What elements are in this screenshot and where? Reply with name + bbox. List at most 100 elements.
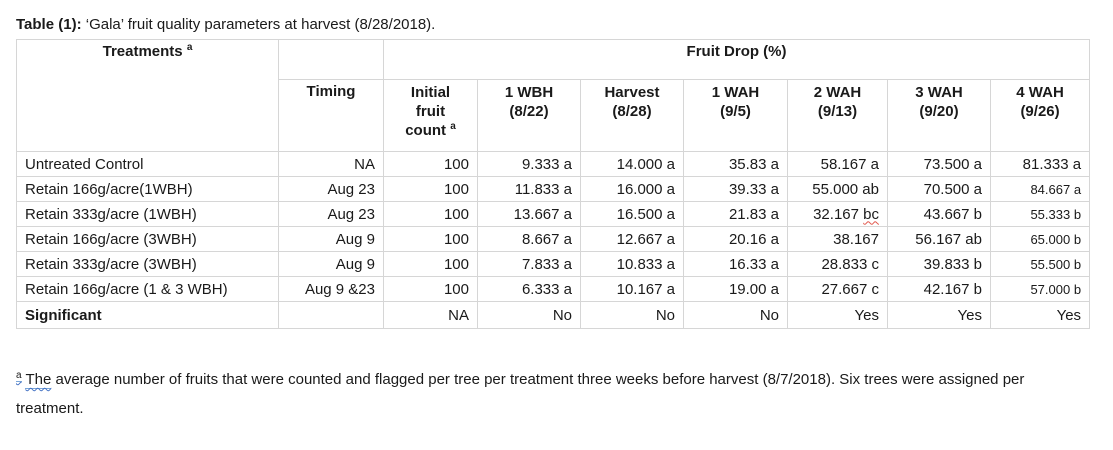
header-harvest-label: Harvest bbox=[604, 84, 660, 101]
wah1-significance: No bbox=[683, 301, 788, 329]
header-treatments: Treatments a bbox=[16, 39, 279, 152]
harvest-value: 10.167 a bbox=[580, 276, 684, 302]
header-2wah-date: (9/13) bbox=[817, 103, 858, 120]
timing-value: NA bbox=[278, 151, 384, 177]
footnote-marker: a bbox=[16, 370, 22, 382]
wah1-value: 19.00 a bbox=[683, 276, 788, 302]
treatment-name: Retain 166g/acre (3WBH) bbox=[16, 226, 279, 252]
header-1wbh-label: 1 WBH bbox=[504, 84, 554, 101]
wah3-value: 73.500 a bbox=[887, 151, 991, 177]
harvest-value: 16.500 a bbox=[580, 201, 684, 227]
wah2-value: 28.833 c bbox=[787, 251, 888, 277]
header-initial-line3: count a bbox=[392, 121, 469, 140]
footnote-text: average number of fruits that were count… bbox=[16, 371, 1025, 417]
initial-count-value: NA bbox=[383, 301, 478, 329]
treatment-name: Retain 333g/acre (1WBH) bbox=[16, 201, 279, 227]
harvest-value: 14.000 a bbox=[580, 151, 684, 177]
wbh1-value: 13.667 a bbox=[477, 201, 581, 227]
header-3wah-label: 3 WAH bbox=[915, 84, 963, 101]
wah4-value: 55.333 b bbox=[989, 201, 1091, 227]
header-2wah: 2 WAH (9/13) bbox=[787, 79, 888, 152]
wah1-value: 20.16 a bbox=[683, 226, 788, 252]
harvest-value: 16.000 a bbox=[580, 176, 684, 202]
wah4-value: 57.000 b bbox=[989, 276, 1091, 302]
treatment-name: Retain 166g/acre (1 & 3 WBH) bbox=[16, 276, 279, 302]
header-initial-line1: Initial bbox=[410, 84, 451, 101]
header-1wbh: 1 WBH (8/22) bbox=[477, 79, 581, 152]
treatment-name: Retain 166g/acre(1WBH) bbox=[16, 176, 279, 202]
wah3-significance: Yes bbox=[887, 301, 991, 329]
table-row: Retain 333g/acre (1WBH) Aug 23 100 13.66… bbox=[16, 201, 1091, 227]
timing-value: Aug 9 bbox=[278, 251, 384, 277]
wbh1-value: 8.667 a bbox=[477, 226, 581, 252]
initial-count-footnote-marker: a bbox=[450, 121, 456, 132]
wah3-value: 70.500 a bbox=[887, 176, 991, 202]
initial-count-value: 100 bbox=[383, 151, 478, 177]
wah1-value: 16.33 a bbox=[683, 251, 788, 277]
significant-row: Significant NA No No No Yes Yes Yes bbox=[16, 301, 1091, 329]
wbh1-value: 11.833 a bbox=[477, 176, 581, 202]
header-1wah: 1 WAH (9/5) bbox=[683, 79, 788, 152]
harvest-value: 12.667 a bbox=[580, 226, 684, 252]
harvest-significance: No bbox=[580, 301, 684, 329]
timing-value: Aug 9 bbox=[278, 226, 384, 252]
treatment-name: Untreated Control bbox=[16, 151, 279, 177]
header-timing: Timing bbox=[278, 79, 384, 152]
header-1wah-label: 1 WAH bbox=[711, 84, 760, 101]
wah4-value: 81.333 a bbox=[989, 151, 1091, 177]
initial-count-value: 100 bbox=[383, 176, 478, 202]
wbh1-significance: No bbox=[477, 301, 581, 329]
wah2-value: 27.667 c bbox=[787, 276, 888, 302]
wah1-value: 21.83 a bbox=[683, 201, 788, 227]
harvest-value: 10.833 a bbox=[580, 251, 684, 277]
treatment-name: Retain 333g/acre (3WBH) bbox=[16, 251, 279, 277]
table-row: Retain 166g/acre(1WBH) Aug 23 100 11.833… bbox=[16, 176, 1091, 202]
timing-value: Aug 9 &23 bbox=[278, 276, 384, 302]
wah4-value: 84.667 a bbox=[989, 176, 1091, 202]
header-fruit-drop: Fruit Drop (%) bbox=[382, 39, 1091, 80]
header-empty-cell bbox=[278, 39, 384, 80]
header-2wah-label: 2 WAH bbox=[813, 84, 862, 101]
initial-count-value: 100 bbox=[383, 226, 478, 252]
significant-label: Significant bbox=[16, 301, 279, 329]
header-4wah-label: 4 WAH bbox=[1016, 84, 1064, 101]
table-caption-text: ‘Gala’ fruit quality parameters at harve… bbox=[81, 16, 436, 33]
header-initial-line3-text: count bbox=[405, 122, 451, 139]
table-caption: Table (1): ‘Gala’ fruit quality paramete… bbox=[16, 16, 1097, 33]
initial-count-value: 100 bbox=[383, 276, 478, 302]
document-page: Table (1): ‘Gala’ fruit quality paramete… bbox=[16, 16, 1097, 423]
header-4wah-date: (9/26) bbox=[1020, 103, 1060, 120]
wah1-value: 35.83 a bbox=[683, 151, 788, 177]
wah2-spellcheck-word: bc bbox=[863, 205, 879, 223]
treatments-footnote-marker: a bbox=[186, 42, 193, 53]
timing-value: Aug 23 bbox=[278, 176, 384, 202]
wah2-value: 38.167 bbox=[787, 226, 888, 252]
wah1-value: 39.33 a bbox=[683, 176, 788, 202]
header-1wah-date: (9/5) bbox=[720, 103, 751, 120]
wah2-number: 32.167 bbox=[813, 205, 859, 223]
header-harvest: Harvest (8/28) bbox=[580, 79, 684, 152]
header-harvest-date: (8/28) bbox=[612, 103, 652, 120]
wbh1-value: 6.333 a bbox=[477, 276, 581, 302]
wah3-value: 43.667 b bbox=[887, 201, 991, 227]
header-initial-count: Initial fruit count a bbox=[383, 79, 478, 152]
timing-value: Aug 23 bbox=[278, 201, 384, 227]
initial-count-value: 100 bbox=[383, 201, 478, 227]
fruit-drop-table: Treatments a Fruit Drop (%) Timing Initi… bbox=[16, 39, 1091, 329]
table-row: Retain 166g/acre (3WBH) Aug 9 100 8.667 … bbox=[16, 226, 1091, 252]
table-row: Retain 166g/acre (1 & 3 WBH) Aug 9 &23 1… bbox=[16, 276, 1091, 302]
header-1wbh-date: (8/22) bbox=[509, 103, 549, 120]
header-treatments-label: Treatments bbox=[102, 43, 183, 60]
wah2-value: 55.000 ab bbox=[787, 176, 888, 202]
table-row: Retain 333g/acre (3WBH) Aug 9 100 7.833 … bbox=[16, 251, 1091, 277]
header-initial-line2: fruit bbox=[415, 103, 446, 120]
wah2-value: 58.167 a bbox=[787, 151, 888, 177]
header-3wah: 3 WAH (9/20) bbox=[887, 79, 991, 152]
wah3-value: 56.167 ab bbox=[887, 226, 991, 252]
initial-count-value: 100 bbox=[383, 251, 478, 277]
footnote-lead-word: The bbox=[25, 371, 52, 389]
footnote: a The average number of fruits that were… bbox=[16, 365, 1076, 423]
table-row: Untreated Control NA 100 9.333 a 14.000 … bbox=[16, 151, 1091, 177]
timing-value bbox=[278, 301, 384, 329]
header-3wah-date: (9/20) bbox=[919, 103, 959, 120]
